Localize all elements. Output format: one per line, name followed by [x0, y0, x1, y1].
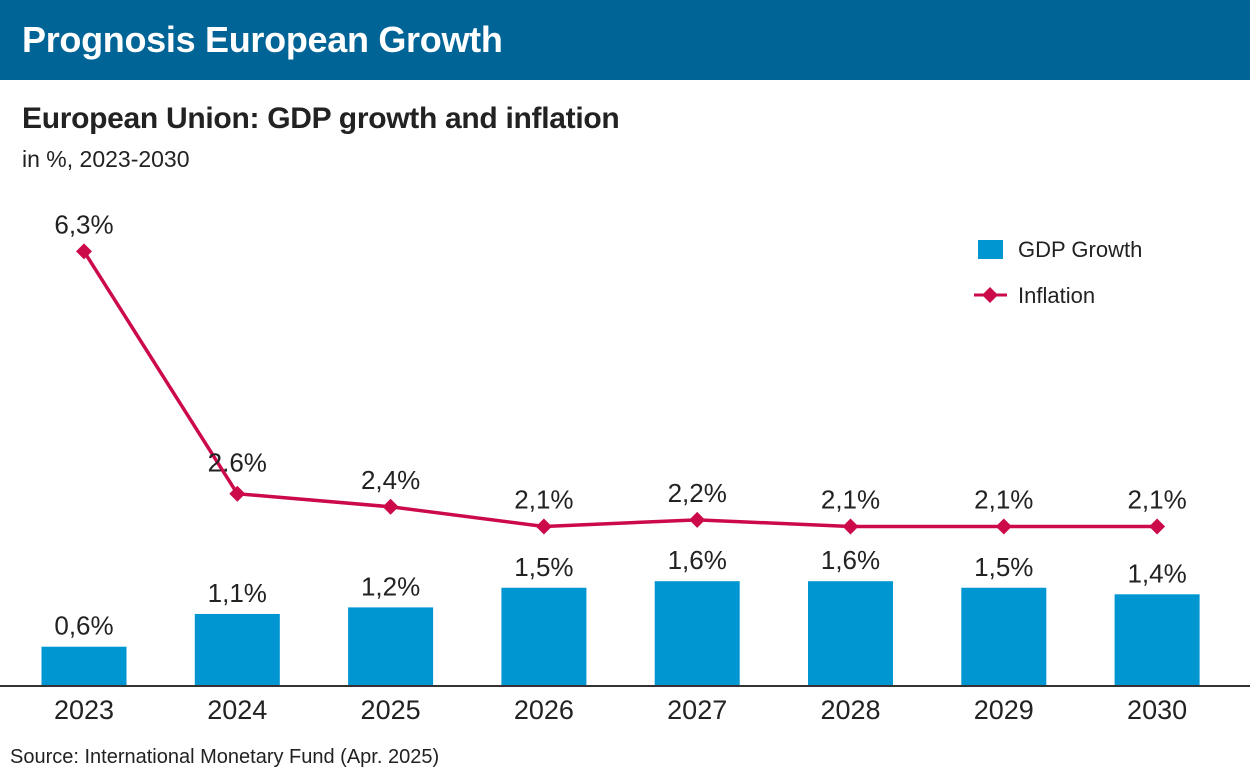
bar-gdp-2023	[41, 646, 127, 686]
x-tick-2026: 2026	[514, 695, 574, 725]
x-tick-2029: 2029	[974, 695, 1034, 725]
marker-inflation-2023	[76, 243, 92, 260]
bar-gdp-2029	[961, 587, 1047, 686]
marker-inflation-2028	[842, 518, 859, 535]
bar-gdp-2027	[654, 581, 740, 686]
header-bar: Prognosis European Growth	[0, 0, 1250, 80]
source-note: Source: International Monetary Fund (Apr…	[10, 746, 440, 768]
bar-gdp-2026	[501, 587, 587, 686]
legend-swatch-gdp	[978, 240, 1003, 259]
line-inflation	[82, 250, 1158, 529]
chart-subtitle: in %, 2023-2030	[22, 146, 190, 172]
marker-inflation-2026	[535, 518, 552, 535]
legend: GDP Growth Inflation	[974, 237, 1142, 308]
point-label-inflation-2029: 2,1%	[974, 484, 1033, 514]
point-label-inflation-2024: 2.6%	[208, 448, 267, 478]
page-title: Prognosis European Growth	[22, 19, 503, 60]
bar-label-gdp-2023: 0,6%	[54, 611, 113, 641]
point-label-inflation-2027: 2,2%	[668, 478, 727, 508]
point-label-inflation-2030: 2,1%	[1127, 484, 1186, 514]
bar-label-gdp-2029: 1,5%	[974, 552, 1033, 582]
legend-swatch-inflation-marker	[982, 287, 998, 303]
point-label-inflation-2023: 6,3%	[54, 209, 113, 239]
bar-label-gdp-2024: 1,1%	[208, 578, 267, 608]
marker-inflation-2024	[229, 485, 246, 502]
bar-gdp-2025	[348, 607, 434, 686]
marker-inflation-2025	[382, 498, 399, 515]
bar-label-gdp-2026: 1,5%	[514, 552, 573, 582]
x-tick-2024: 2024	[207, 695, 267, 725]
bar-gdp-2030	[1114, 594, 1200, 686]
marker-inflation-2030	[1149, 518, 1166, 535]
x-tick-2023: 2023	[54, 695, 114, 725]
x-tick-2027: 2027	[667, 695, 727, 725]
point-label-inflation-2026: 2,1%	[514, 484, 573, 514]
point-label-inflation-2025: 2,4%	[361, 465, 420, 495]
bar-label-gdp-2028: 1,6%	[821, 545, 880, 575]
bar-gdp-2024	[194, 613, 280, 686]
legend-label-inflation: Inflation	[1018, 283, 1095, 308]
x-tick-2030: 2030	[1127, 695, 1187, 725]
bar-label-gdp-2027: 1,6%	[668, 545, 727, 575]
bar-gdp-2028	[808, 581, 893, 686]
bar-label-gdp-2025: 1,2%	[361, 571, 420, 601]
bar-label-gdp-2030: 1,4%	[1127, 558, 1186, 588]
x-tick-2025: 2025	[361, 695, 421, 725]
chart-title: European Union: GDP growth and inflation	[22, 102, 620, 135]
legend-label-gdp: GDP Growth	[1018, 237, 1142, 262]
x-tick-2028: 2028	[820, 695, 880, 725]
marker-inflation-2027	[689, 511, 706, 528]
point-label-inflation-2028: 2,1%	[821, 484, 880, 514]
marker-inflation-2029	[995, 518, 1012, 535]
